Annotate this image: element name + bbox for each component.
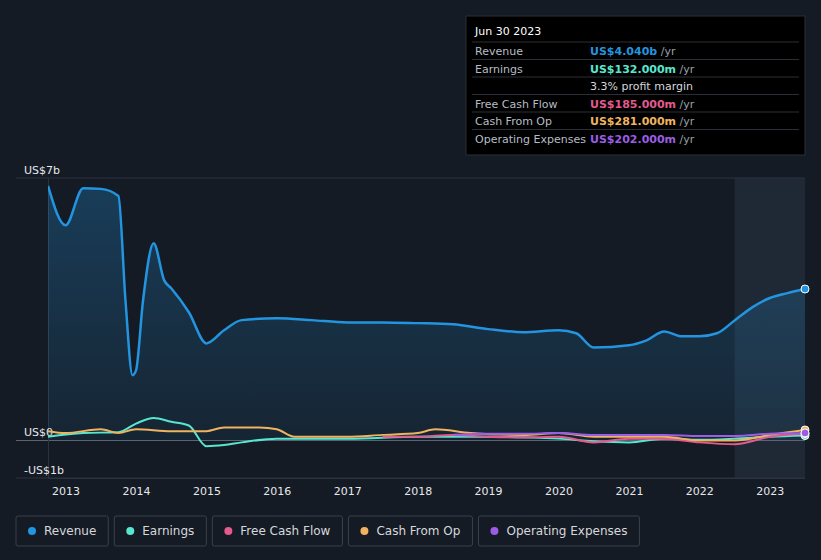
tooltip-value: US$132.000m [590, 63, 676, 76]
tooltip-unit: /yr [676, 98, 695, 111]
legend-swatch [360, 527, 368, 535]
legend-swatch [490, 527, 498, 535]
end-marker [801, 429, 809, 437]
legend-box[interactable] [16, 516, 108, 546]
legend-swatch [126, 527, 134, 535]
y-tick: US$7b [24, 164, 60, 179]
tooltip-row: US$132.000m /yr [590, 63, 695, 76]
tooltip-label: Free Cash Flow [475, 98, 558, 111]
plot-area [48, 186, 805, 446]
legend-label: Revenue [44, 524, 96, 538]
x-tick: 2014 [123, 478, 151, 498]
legend-box[interactable] [348, 516, 472, 546]
x-tick: 2017 [334, 478, 362, 498]
x-tick: 2020 [545, 478, 573, 498]
end-marker [801, 430, 809, 438]
x-axis-line [49, 478, 806, 479]
legend-swatch [28, 527, 36, 535]
legend-label: Operating Expenses [506, 524, 627, 538]
tooltip-unit: /yr [676, 133, 695, 146]
tooltip-separator [472, 77, 799, 78]
x-tick: 2022 [686, 478, 714, 498]
tooltip-separator [472, 129, 799, 130]
x-tick-label: 2013 [52, 485, 80, 498]
legend-swatch [224, 527, 232, 535]
x-tick-label: 2018 [404, 485, 432, 498]
y-tick: -US$1b [24, 464, 64, 479]
x-tick-label: 2016 [263, 485, 291, 498]
legend: Revenue Earnings Free Cash Flow Cash From O… [16, 516, 639, 546]
legend-label: Earnings [142, 524, 194, 538]
x-tick-label: 2015 [193, 485, 221, 498]
legend-item[interactable]: Operating Expenses [478, 516, 639, 546]
tooltip-label: Cash From Op [475, 115, 552, 128]
background [0, 0, 821, 560]
legend-item[interactable]: Cash From Op [348, 516, 472, 546]
series-line [382, 434, 805, 445]
grid [16, 178, 805, 478]
x-tick: 2021 [615, 478, 643, 498]
grid-line [16, 478, 805, 479]
legend-box[interactable] [212, 516, 342, 546]
tooltip-row: US$4.040b /yr [590, 45, 676, 58]
series-line [453, 433, 805, 436]
tooltip-label: Operating Expenses [475, 133, 586, 146]
x-tick: 2019 [475, 478, 503, 498]
x-tick-label: 2014 [123, 485, 151, 498]
tooltip-unit: /yr [676, 115, 695, 128]
tooltip-value: 3.3% profit margin [590, 80, 693, 93]
legend-label: Cash From Op [376, 524, 460, 538]
x-tick: 2015 [193, 478, 221, 498]
tooltip-row: US$185.000m /yr [590, 98, 695, 111]
grid-line [16, 178, 805, 179]
x-tick-label: 2021 [615, 485, 643, 498]
legend-item[interactable]: Free Cash Flow [212, 516, 342, 546]
tooltip-label: Revenue [475, 45, 523, 58]
x-tick-label: 2023 [756, 485, 784, 498]
y-tick-label: -US$1b [24, 464, 64, 477]
tooltip-value: US$202.000m [590, 133, 676, 146]
series-line [48, 418, 805, 446]
tooltip-date: Jun 30 2023 [474, 25, 541, 38]
x-axis: 2013 2014 2015 2016 2017 2018 2019 2020 2021 2022… [49, 478, 806, 498]
tooltip-separator [472, 94, 799, 95]
tooltip-unit: /yr [676, 63, 695, 76]
legend-label: Free Cash Flow [240, 524, 330, 538]
x-tick-label: 2022 [686, 485, 714, 498]
y-tick-label: US$7b [24, 164, 60, 177]
x-tick-label: 2017 [334, 485, 362, 498]
tooltip-unit: /yr [657, 45, 676, 58]
legend-item[interactable]: Revenue [16, 516, 108, 546]
tooltip-value: US$4.040b [590, 45, 657, 58]
series-line [48, 186, 805, 375]
x-tick: 2023 [756, 478, 784, 498]
tooltip-row: US$281.000m /yr [590, 115, 695, 128]
tooltip-separator [472, 42, 799, 43]
series-line [48, 427, 805, 440]
tooltip: Jun 30 2023 Revenue US$4.040b /yr Earnings U… [466, 16, 805, 155]
tooltip-value: US$185.000m [590, 98, 676, 111]
x-tick: 2018 [404, 478, 432, 498]
tooltip-value: US$281.000m [590, 115, 676, 128]
chart: -US$1bUS$0US$7b2013201420152016201720182… [0, 0, 821, 560]
tooltip-row: US$202.000m /yr [590, 133, 695, 146]
legend-item[interactable]: Earnings [114, 516, 206, 546]
tooltip-separator [472, 112, 799, 113]
series-area [48, 186, 805, 441]
tooltip-box [466, 16, 805, 155]
tooltip-row: 3.3% profit margin [590, 80, 693, 93]
tooltip-separator [472, 59, 799, 60]
x-tick-label: 2020 [545, 485, 573, 498]
x-tick: 2016 [263, 478, 291, 498]
end-marker [801, 285, 809, 293]
x-tick: 2013 [52, 478, 80, 498]
tooltip-label: Earnings [475, 63, 523, 76]
legend-box[interactable] [114, 516, 206, 546]
x-tick-label: 2019 [475, 485, 503, 498]
legend-box[interactable] [478, 516, 639, 546]
